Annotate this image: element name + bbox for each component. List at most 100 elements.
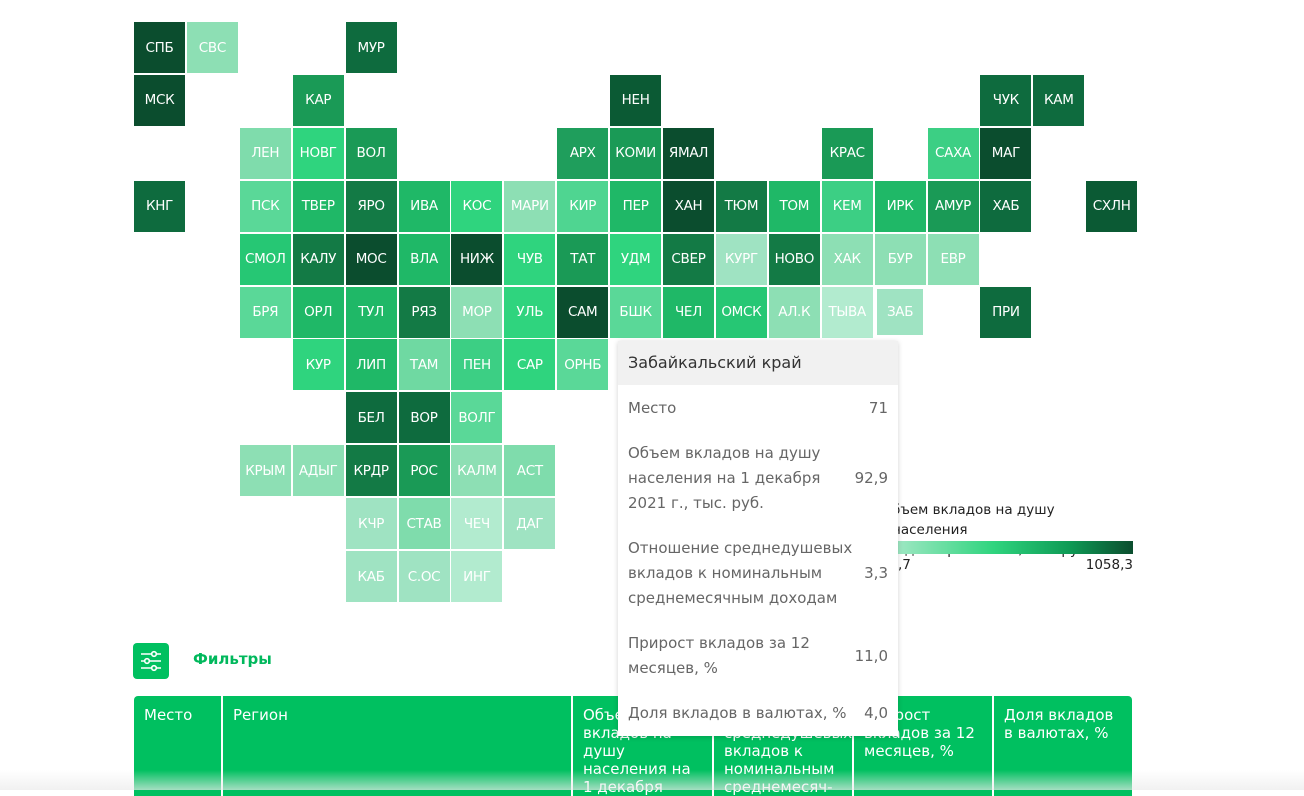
- region-tile[interactable]: ЧЕЧ: [451, 498, 503, 550]
- region-tile[interactable]: ТЫВА: [821, 286, 873, 338]
- region-tile[interactable]: ПСК: [239, 180, 291, 232]
- filters-button[interactable]: [133, 643, 169, 679]
- region-tile[interactable]: ЗАБ: [877, 289, 924, 335]
- region-tile[interactable]: КРЫМ: [239, 445, 291, 497]
- region-tile[interactable]: АЛ.К: [768, 286, 820, 338]
- region-tile[interactable]: КАБ: [345, 551, 397, 602]
- region-tile[interactable]: ПЕР: [610, 180, 662, 232]
- tooltip-row-currency-share: Доля вкладов в валютах, % 4,0: [628, 701, 888, 726]
- region-tile[interactable]: СПБ: [134, 22, 185, 73]
- region-tile[interactable]: ВОЛ: [345, 127, 397, 179]
- region-tile[interactable]: БРЯ: [239, 286, 291, 338]
- region-tile[interactable]: САМ: [557, 286, 609, 338]
- legend-min-label: ,7: [898, 557, 911, 573]
- region-tile[interactable]: ТОМ: [768, 180, 820, 232]
- tile-grid-map: СПБ СВС МУР МСК КАР НЕН ЧУК КАМ ЛЕН НОВГ ВОЛ АРХ КОМ…: [134, 22, 1138, 602]
- region-tile[interactable]: ВОР: [398, 392, 450, 444]
- region-tile[interactable]: КАЛУ: [292, 233, 344, 285]
- region-tile[interactable]: ЯРО: [345, 180, 397, 232]
- region-tile[interactable]: ТУЛ: [345, 286, 397, 338]
- region-tile[interactable]: КРАС: [821, 127, 873, 179]
- region-tile[interactable]: РОС: [398, 445, 450, 497]
- region-tile[interactable]: ИНГ: [451, 551, 503, 602]
- region-tile[interactable]: ВЛА: [398, 233, 450, 285]
- region-tile[interactable]: ЧУВ: [504, 233, 556, 285]
- region-tile[interactable]: МОР: [451, 286, 503, 338]
- column-header-region[interactable]: Регион: [223, 696, 573, 796]
- region-tile[interactable]: ЕВР: [927, 233, 979, 285]
- region-tile[interactable]: ДАГ: [504, 498, 556, 550]
- region-tile[interactable]: ЛИП: [345, 339, 397, 391]
- region-tile[interactable]: МОС: [345, 233, 397, 285]
- column-header-rank[interactable]: Место: [134, 696, 223, 796]
- tooltip-label: Объем вкладов на душу населения на 1 дек…: [628, 444, 821, 512]
- region-tile[interactable]: НОВГ: [292, 127, 344, 179]
- tooltip-label: Доля вкладов в валютах, %: [628, 704, 847, 722]
- region-tile[interactable]: БШК: [610, 286, 662, 338]
- region-tile[interactable]: РЯЗ: [398, 286, 450, 338]
- region-tile[interactable]: САР: [504, 339, 556, 391]
- region-tile[interactable]: ЛЕН: [239, 127, 291, 179]
- region-tile[interactable]: НЕН: [610, 74, 662, 126]
- bottom-fade: [0, 770, 1304, 790]
- region-tile[interactable]: СВС: [186, 22, 238, 73]
- region-tile[interactable]: КНГ: [134, 180, 185, 232]
- region-tile[interactable]: ПЕН: [451, 339, 503, 391]
- region-tile[interactable]: НИЖ: [451, 233, 503, 285]
- region-tile[interactable]: ПРИ: [980, 286, 1032, 338]
- region-tile[interactable]: МСК: [134, 74, 185, 126]
- region-tile[interactable]: КЕМ: [821, 180, 873, 232]
- region-tile[interactable]: АДЫГ: [292, 445, 344, 497]
- tooltip-row-deposits-per-capita: Объем вкладов на душу населения на 1 дек…: [628, 441, 888, 516]
- tooltip-row-deposit-growth: Прирост вкладов за 12 месяцев, % 11,0: [628, 631, 888, 681]
- region-tile[interactable]: ОРЛ: [292, 286, 344, 338]
- region-tile[interactable]: НОВО: [768, 233, 820, 285]
- region-tile[interactable]: ХАК: [821, 233, 873, 285]
- region-tile[interactable]: КУР: [292, 339, 344, 391]
- region-tile[interactable]: СВЕР: [663, 233, 714, 285]
- region-tile[interactable]: МУР: [345, 22, 397, 73]
- region-tile[interactable]: ЧЕЛ: [663, 286, 714, 338]
- region-tile[interactable]: ОМСК: [715, 286, 767, 338]
- legend-max-label: 1058,3: [1085, 557, 1133, 573]
- region-tile[interactable]: МАГ: [980, 127, 1032, 179]
- filters-label[interactable]: Фильтры: [193, 650, 272, 668]
- region-tile[interactable]: ТЮМ: [715, 180, 767, 232]
- region-tile[interactable]: КАР: [292, 74, 344, 126]
- region-tile[interactable]: ТАТ: [557, 233, 609, 285]
- region-tile[interactable]: САХА: [927, 127, 979, 179]
- region-tile[interactable]: СТАВ: [398, 498, 450, 550]
- region-tile[interactable]: КЧР: [345, 498, 397, 550]
- region-tile[interactable]: ВОЛГ: [451, 392, 503, 444]
- region-tile[interactable]: ИРК: [874, 180, 926, 232]
- region-tile[interactable]: АМУР: [927, 180, 979, 232]
- region-tile[interactable]: КУРГ: [715, 233, 767, 285]
- region-tile[interactable]: БУР: [874, 233, 926, 285]
- region-tile[interactable]: С.ОС: [398, 551, 450, 602]
- region-tile[interactable]: КАЛМ: [451, 445, 503, 497]
- region-tile[interactable]: УЛЬ: [504, 286, 556, 338]
- region-tile[interactable]: КОМИ: [610, 127, 662, 179]
- region-tile[interactable]: КАМ: [1033, 74, 1085, 126]
- region-tile[interactable]: ЧУК: [980, 74, 1032, 126]
- legend-title-line1: бъем вкладов на душу населения: [892, 502, 1055, 538]
- region-tile[interactable]: КРДР: [345, 445, 397, 497]
- region-tile[interactable]: ИВА: [398, 180, 450, 232]
- region-tile[interactable]: ЯМАЛ: [663, 127, 714, 179]
- region-tile[interactable]: КОС: [451, 180, 503, 232]
- tooltip-region-name: Забайкальский край: [618, 341, 898, 385]
- region-tile[interactable]: КИР: [557, 180, 609, 232]
- region-tile[interactable]: ХАБ: [980, 180, 1032, 232]
- region-tile[interactable]: МАРИ: [504, 180, 556, 232]
- region-tile[interactable]: БЕЛ: [345, 392, 397, 444]
- region-tile[interactable]: УДМ: [610, 233, 662, 285]
- region-tile[interactable]: СМОЛ: [239, 233, 291, 285]
- column-header-currency-share[interactable]: Доля вкладов в валютах, %: [1004, 706, 1114, 742]
- region-tile[interactable]: ОРНБ: [557, 339, 609, 391]
- region-tile[interactable]: АСТ: [504, 445, 556, 497]
- region-tile[interactable]: ТВЕР: [292, 180, 344, 232]
- region-tile[interactable]: ТАМ: [398, 339, 450, 391]
- region-tile[interactable]: АРХ: [557, 127, 609, 179]
- region-tile[interactable]: СХЛН: [1086, 180, 1138, 232]
- region-tile[interactable]: ХАН: [663, 180, 714, 232]
